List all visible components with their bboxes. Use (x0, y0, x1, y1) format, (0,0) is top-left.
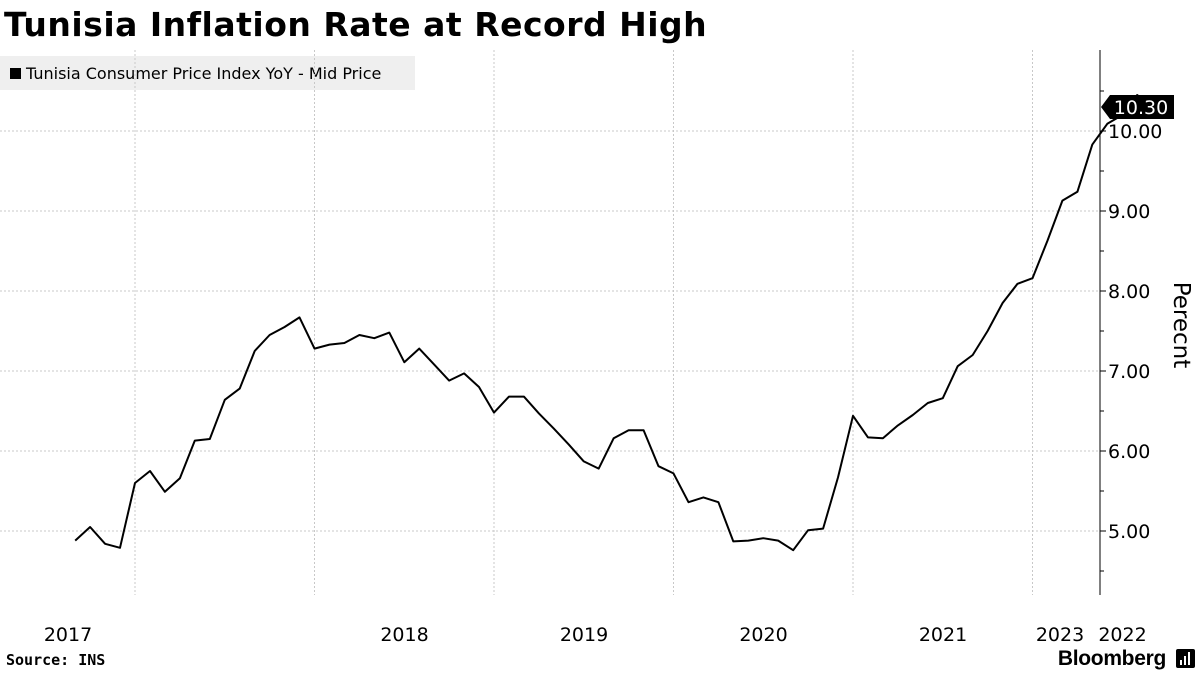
legend-swatch-square-icon (10, 67, 21, 79)
chart-title: Tunisia Inflation Rate at Record High (4, 5, 708, 44)
legend-label: Tunisia Consumer Price Index YoY - Mid P… (26, 63, 382, 83)
x-tick-label: 2020 (739, 624, 787, 646)
x-tick-label: 2019 (560, 624, 608, 646)
x-tick-label: 2023 (1036, 624, 1084, 646)
y-tick-label: 10.00 (1108, 121, 1162, 143)
x-tick-label: 2021 (919, 624, 967, 646)
y-tick-label: 9.00 (1108, 201, 1150, 223)
x-tick-label: 2017 (44, 624, 92, 646)
x-tick-label: 2022 (1098, 624, 1146, 646)
y-tick-label: 5.00 (1108, 521, 1150, 543)
last-value-label: 10.30 (1114, 97, 1168, 119)
y-tick-label: 8.00 (1108, 281, 1150, 303)
source-note: Source: INS (6, 651, 106, 669)
x-tick-label: 2018 (380, 624, 428, 646)
brand-logo-text: Bloomberg (1057, 647, 1166, 670)
y-tick-label: 6.00 (1108, 441, 1150, 463)
y-axis-title: Perecnt (1168, 282, 1194, 369)
bloomberg-terminal-icon (1176, 649, 1195, 668)
y-tick-label: 7.00 (1108, 361, 1150, 383)
last-value-badge (1101, 95, 1174, 119)
legend: Tunisia Consumer Price Index YoY - Mid P… (0, 56, 415, 90)
series-line-cpi-yoy (74, 94, 1153, 552)
